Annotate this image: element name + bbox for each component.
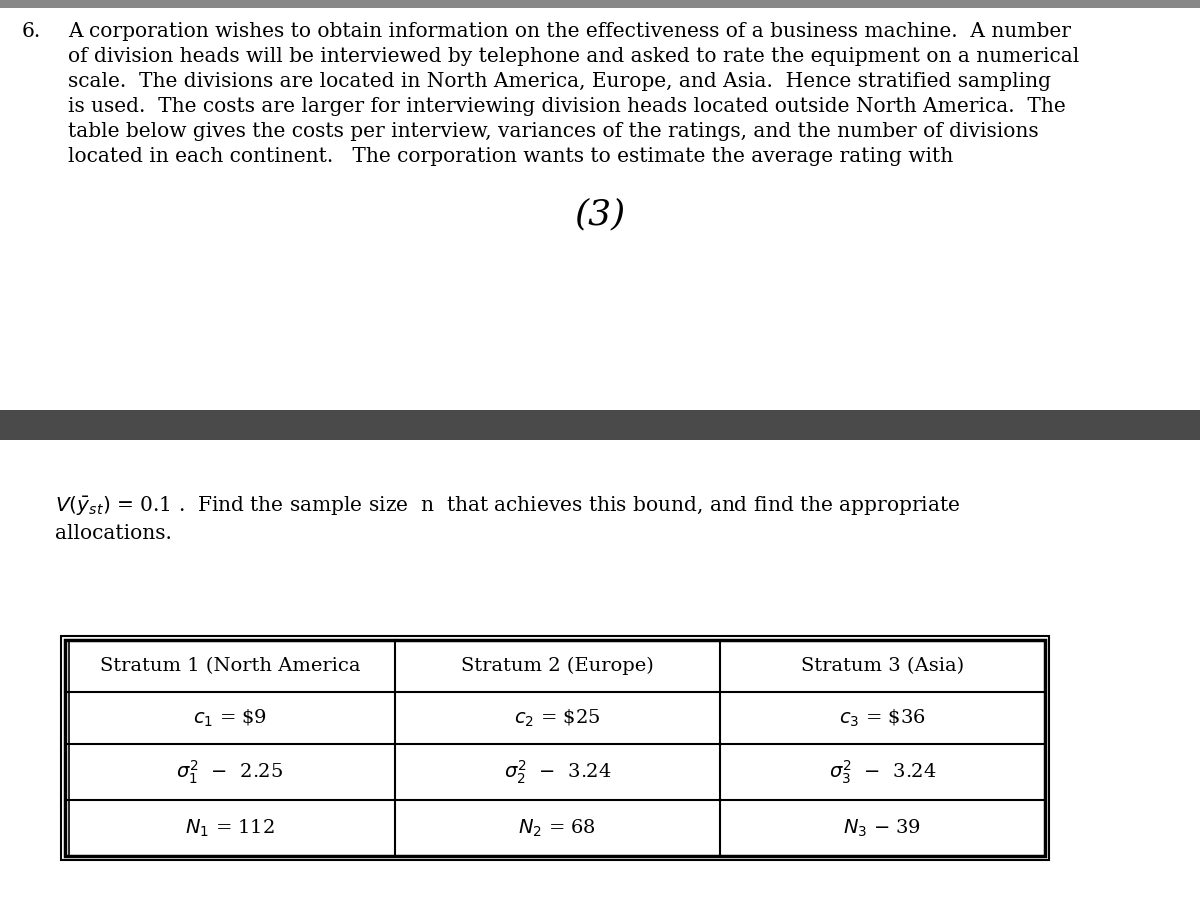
Text: located in each continent.   The corporation wants to estimate the average ratin: located in each continent. The corporati… bbox=[68, 147, 953, 166]
Bar bbox=[0, 0, 1200, 8]
Text: $\sigma^2_3$  $-$  3.24: $\sigma^2_3$ $-$ 3.24 bbox=[829, 758, 936, 786]
Bar bbox=[61, 636, 1049, 860]
Bar bbox=[0, 410, 1200, 440]
Text: $\sigma^2_1$  $-$  2.25: $\sigma^2_1$ $-$ 2.25 bbox=[176, 758, 283, 786]
Text: $\sigma^2_2$  $-$  3.24: $\sigma^2_2$ $-$ 3.24 bbox=[504, 758, 611, 786]
Text: $N_2$ = 68: $N_2$ = 68 bbox=[518, 817, 596, 839]
Bar bbox=[65, 640, 1045, 856]
Text: 6.: 6. bbox=[22, 22, 41, 41]
Text: scale.  The divisions are located in North America, Europe, and Asia.  Hence str: scale. The divisions are located in Nort… bbox=[68, 72, 1051, 91]
Text: $c_2$ = \$25: $c_2$ = \$25 bbox=[515, 707, 601, 729]
Text: table below gives the costs per interview, variances of the ratings, and the num: table below gives the costs per intervie… bbox=[68, 122, 1039, 141]
Text: $N_3$ $-$ 39: $N_3$ $-$ 39 bbox=[844, 817, 922, 839]
Text: $c_1$ = \$9: $c_1$ = \$9 bbox=[193, 707, 266, 729]
Text: Stratum 1 (North America: Stratum 1 (North America bbox=[100, 657, 360, 675]
Text: A corporation wishes to obtain information on the effectiveness of a business ma: A corporation wishes to obtain informati… bbox=[68, 22, 1072, 41]
Text: Stratum 2 (Europe): Stratum 2 (Europe) bbox=[461, 657, 654, 675]
Text: is used.  The costs are larger for interviewing division heads located outside N: is used. The costs are larger for interv… bbox=[68, 97, 1066, 116]
Text: Stratum 3 (Asia): Stratum 3 (Asia) bbox=[800, 657, 964, 675]
Text: allocations.: allocations. bbox=[55, 524, 172, 543]
Text: $V(\bar{y}_{st})$ = 0.1 .  Find the sample size  n  that achieves this bound, an: $V(\bar{y}_{st})$ = 0.1 . Find the sampl… bbox=[55, 495, 960, 518]
Text: $N_1$ = 112: $N_1$ = 112 bbox=[185, 817, 275, 839]
Text: $c_3$ = \$36: $c_3$ = \$36 bbox=[839, 707, 926, 729]
Text: of division heads will be interviewed by telephone and asked to rate the equipme: of division heads will be interviewed by… bbox=[68, 47, 1079, 66]
Text: (3): (3) bbox=[575, 197, 625, 231]
